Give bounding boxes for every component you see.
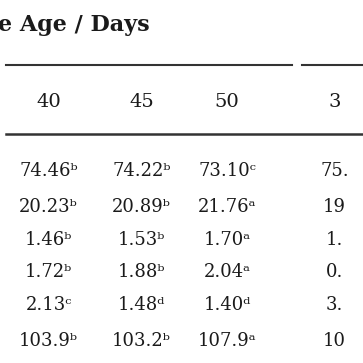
Text: 45: 45 [129, 93, 154, 111]
Text: 50: 50 [215, 93, 240, 111]
Text: 0.: 0. [326, 263, 343, 281]
Text: 74.46ᵇ: 74.46ᵇ [19, 162, 78, 180]
Text: 1.70ᵃ: 1.70ᵃ [204, 231, 251, 249]
Text: 2.04ᵃ: 2.04ᵃ [204, 263, 251, 281]
Text: 3.: 3. [326, 296, 343, 314]
Text: 1.46ᵇ: 1.46ᵇ [25, 231, 72, 249]
Text: 2.13ᶜ: 2.13ᶜ [25, 296, 72, 314]
Text: 20.89ᵇ: 20.89ᵇ [112, 198, 171, 216]
Text: 20.23ᵇ: 20.23ᵇ [19, 198, 78, 216]
Text: 1.88ᵇ: 1.88ᵇ [118, 263, 165, 281]
Text: 1.40ᵈ: 1.40ᵈ [204, 296, 251, 314]
Text: e Age / Days: e Age / Days [0, 15, 150, 36]
Text: 103.9ᵇ: 103.9ᵇ [19, 332, 78, 350]
Text: 1.53ᵇ: 1.53ᵇ [118, 231, 165, 249]
Text: 21.76ᵃ: 21.76ᵃ [198, 198, 256, 216]
Text: 103.2ᵇ: 103.2ᵇ [112, 332, 171, 350]
Text: 40: 40 [36, 93, 61, 111]
Text: 75.: 75. [320, 162, 349, 180]
Text: 1.: 1. [326, 231, 343, 249]
Text: 1.72ᵇ: 1.72ᵇ [25, 263, 72, 281]
Text: 73.10ᶜ: 73.10ᶜ [198, 162, 256, 180]
Text: 19: 19 [323, 198, 346, 216]
Text: 1.48ᵈ: 1.48ᵈ [118, 296, 165, 314]
Text: 10: 10 [323, 332, 346, 350]
Text: 3: 3 [328, 93, 340, 111]
Text: 107.9ᵃ: 107.9ᵃ [198, 332, 257, 350]
Text: 74.22ᵇ: 74.22ᵇ [112, 162, 171, 180]
